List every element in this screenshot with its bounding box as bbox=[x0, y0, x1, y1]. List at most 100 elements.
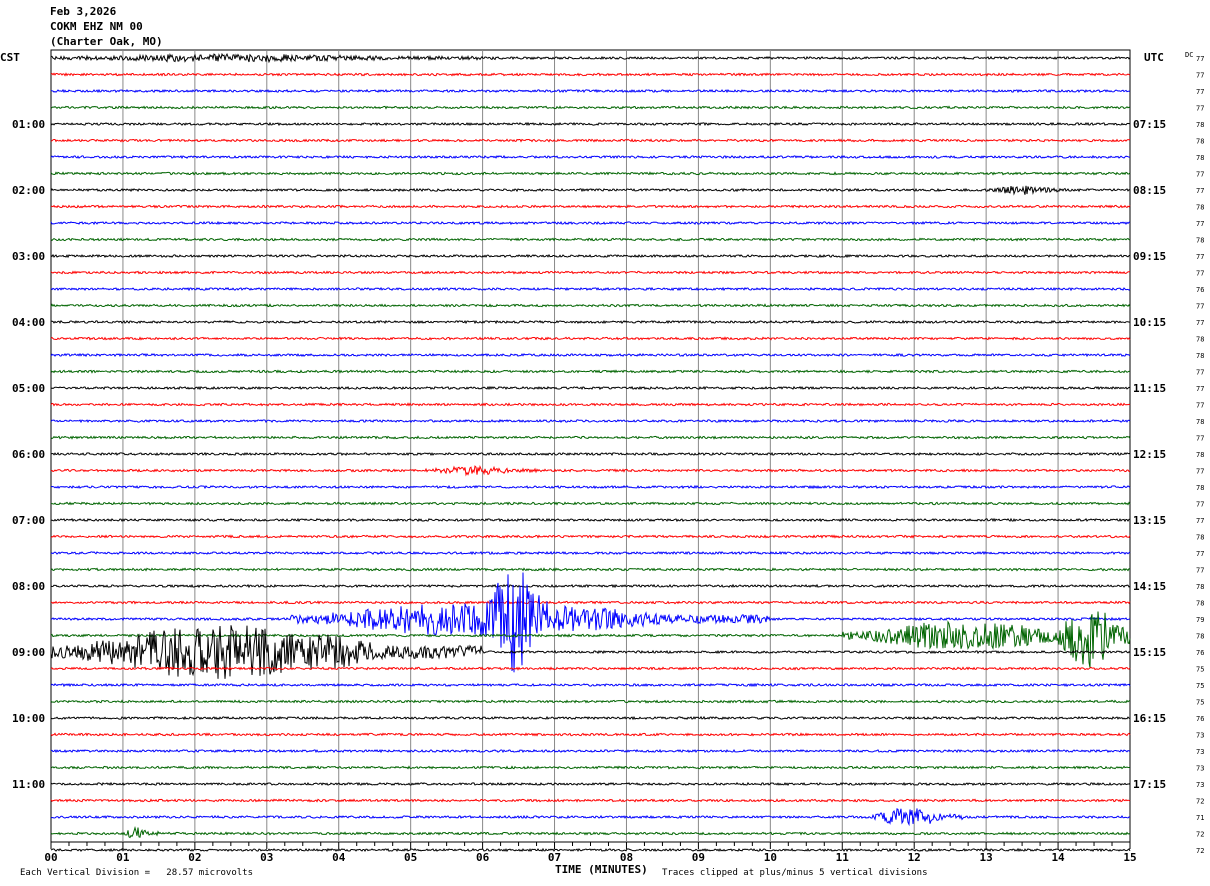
dc-value: 76 bbox=[1196, 286, 1204, 294]
seismogram-trace bbox=[50, 220, 1131, 226]
dc-value: 78 bbox=[1196, 121, 1204, 129]
plot-header: Feb 3,2026 COKM EHZ NM 00 (Charter Oak, … bbox=[50, 4, 163, 49]
dc-value: 76 bbox=[1196, 715, 1204, 723]
station-label: COKM EHZ NM 00 bbox=[50, 20, 143, 33]
dc-value: 77 bbox=[1196, 55, 1204, 63]
seismogram-trace bbox=[50, 385, 1131, 391]
right-hour-label: 17:15 bbox=[1133, 778, 1166, 791]
x-tick-label: 14 bbox=[1051, 851, 1065, 864]
seismogram-trace bbox=[50, 484, 1131, 490]
dc-value: 77 bbox=[1196, 567, 1204, 575]
seismogram-trace bbox=[50, 765, 1131, 770]
left-hour-label: 11:00 bbox=[12, 778, 45, 791]
right-hour-label: 10:15 bbox=[1133, 316, 1166, 329]
dc-value: 77 bbox=[1196, 253, 1204, 261]
right-hour-label: 09:15 bbox=[1133, 250, 1166, 263]
dc-value: 77 bbox=[1196, 72, 1204, 80]
dc-value: 78 bbox=[1196, 352, 1204, 360]
seismogram-traces bbox=[50, 52, 1131, 853]
x-tick-label: 06 bbox=[476, 851, 490, 864]
seismogram-trace bbox=[50, 352, 1131, 358]
seismogram-trace bbox=[51, 501, 1131, 506]
seismogram-trace bbox=[50, 715, 1131, 721]
left-hour-label: 10:00 bbox=[12, 712, 45, 725]
seismogram-trace bbox=[50, 517, 1131, 523]
dc-value: 72 bbox=[1196, 798, 1204, 806]
dc-value: 77 bbox=[1196, 550, 1204, 558]
dc-value: 77 bbox=[1196, 319, 1204, 327]
x-tick-label: 10 bbox=[764, 851, 777, 864]
seismogram-trace bbox=[50, 418, 1131, 424]
date-label: Feb 3,2026 bbox=[50, 5, 117, 18]
dc-value: 78 bbox=[1196, 583, 1204, 591]
right-hour-label: 16:15 bbox=[1133, 712, 1166, 725]
seismogram-trace bbox=[50, 402, 1131, 407]
dc-label: DC bbox=[1185, 51, 1193, 59]
left-hour-label: 08:00 bbox=[12, 580, 45, 593]
left-hour-label: 07:00 bbox=[12, 514, 45, 527]
right-timezone-label: UTC bbox=[1144, 51, 1164, 64]
seismogram-trace bbox=[50, 121, 1130, 127]
dc-value: 78 bbox=[1196, 633, 1204, 641]
grid-lines bbox=[50, 49, 1131, 849]
dc-value: 75 bbox=[1196, 682, 1204, 690]
right-hour-label: 08:15 bbox=[1133, 184, 1166, 197]
dc-value: 78 bbox=[1196, 237, 1204, 245]
dc-value: 77 bbox=[1196, 435, 1204, 443]
x-tick-label: 01 bbox=[116, 851, 130, 864]
seismogram-trace bbox=[50, 336, 1131, 341]
dc-value: 77 bbox=[1196, 402, 1204, 410]
x-tick-label: 08 bbox=[620, 851, 633, 864]
dc-value: 77 bbox=[1196, 468, 1204, 476]
left-hour-label: 03:00 bbox=[12, 250, 45, 263]
dc-value: 73 bbox=[1196, 765, 1204, 773]
seismogram-trace bbox=[50, 808, 1131, 827]
dc-value: 77 bbox=[1196, 187, 1204, 195]
dc-value: 78 bbox=[1196, 138, 1204, 146]
seismogram-trace bbox=[50, 237, 1131, 242]
dc-value: 72 bbox=[1196, 847, 1204, 855]
x-tick-label: 02 bbox=[188, 851, 201, 864]
right-hour-label: 14:15 bbox=[1133, 580, 1166, 593]
seismogram-trace bbox=[50, 732, 1131, 737]
dc-value: 73 bbox=[1196, 732, 1204, 740]
seismogram-trace bbox=[50, 781, 1131, 787]
seismogram-trace bbox=[50, 572, 1131, 673]
seismogram-trace bbox=[50, 682, 1131, 688]
seismogram-trace bbox=[50, 185, 1131, 196]
right-hour-label: 12:15 bbox=[1133, 448, 1166, 461]
right-hour-label: 15:15 bbox=[1133, 646, 1166, 659]
x-tick-label: 05 bbox=[404, 851, 417, 864]
left-hour-label: 04:00 bbox=[12, 316, 45, 329]
seismogram-trace bbox=[50, 600, 1131, 605]
right-hour-label: 13:15 bbox=[1133, 514, 1166, 527]
right-hour-label: 11:15 bbox=[1133, 382, 1166, 395]
x-axis-title: TIME (MINUTES) bbox=[555, 863, 648, 876]
dc-value: 78 bbox=[1196, 418, 1204, 426]
dc-value: 76 bbox=[1196, 649, 1204, 657]
left-hour-label: 01:00 bbox=[12, 118, 45, 131]
x-tick-label: 07 bbox=[548, 851, 561, 864]
x-tick-label: 03 bbox=[260, 851, 273, 864]
seismogram-trace bbox=[50, 451, 1131, 457]
location-label: (Charter Oak, MO) bbox=[50, 35, 163, 48]
seismogram-trace bbox=[50, 699, 1131, 704]
dc-value: 77 bbox=[1196, 303, 1204, 311]
seismogram-trace bbox=[50, 666, 1131, 671]
seismogram-trace bbox=[50, 465, 1131, 477]
seismogram-trace bbox=[50, 798, 1131, 803]
dc-value: 78 bbox=[1196, 336, 1204, 344]
x-tick-label: 12 bbox=[908, 851, 921, 864]
x-tick-label: 13 bbox=[980, 851, 993, 864]
left-hour-label: 06:00 bbox=[12, 448, 45, 461]
dc-value: 78 bbox=[1196, 534, 1204, 542]
x-tick-label: 04 bbox=[332, 851, 346, 864]
right-hour-label: 07:15 bbox=[1133, 118, 1166, 131]
dc-value: 72 bbox=[1196, 831, 1204, 839]
dc-value: 75 bbox=[1196, 666, 1204, 674]
dc-value: 77 bbox=[1196, 385, 1204, 393]
seismogram-trace bbox=[50, 171, 1131, 176]
x-tick-label: 09 bbox=[692, 851, 705, 864]
dc-value: 78 bbox=[1196, 204, 1204, 212]
